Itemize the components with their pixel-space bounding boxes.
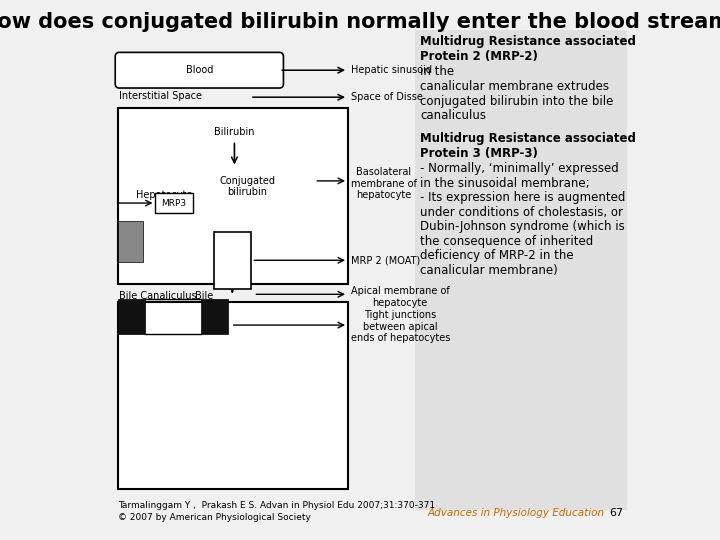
Text: Protein 3 (MRP-3): Protein 3 (MRP-3) [420, 147, 538, 160]
Text: Bile Canaliculus: Bile Canaliculus [120, 291, 197, 301]
Text: - Normally, ‘minimally’ expressed: - Normally, ‘minimally’ expressed [420, 162, 619, 175]
Text: Dubin-Johnson syndrome (which is: Dubin-Johnson syndrome (which is [420, 220, 625, 233]
Text: Hepatocyte: Hepatocyte [136, 191, 193, 200]
Text: MRP3: MRP3 [161, 199, 186, 207]
Text: canalicular membrane extrudes: canalicular membrane extrudes [420, 80, 609, 93]
FancyBboxPatch shape [118, 108, 348, 284]
FancyBboxPatch shape [214, 232, 251, 289]
FancyBboxPatch shape [118, 302, 348, 489]
FancyBboxPatch shape [115, 52, 284, 88]
Text: canaliculus: canaliculus [420, 109, 486, 122]
Text: canalicular membrane): canalicular membrane) [420, 264, 558, 277]
Text: 67: 67 [609, 508, 623, 518]
FancyBboxPatch shape [201, 299, 228, 334]
FancyBboxPatch shape [118, 221, 143, 262]
Text: © 2007 by American Physiological Society: © 2007 by American Physiological Society [118, 513, 311, 522]
FancyBboxPatch shape [118, 299, 145, 334]
Text: Space of Disse: Space of Disse [351, 92, 423, 102]
Text: Blood: Blood [186, 65, 213, 75]
Text: How does conjugated bilirubin normally enter the blood stream?: How does conjugated bilirubin normally e… [0, 12, 720, 32]
Text: Tarmalinggam Y ,  Prakash E S. Advan in Physiol Edu 2007;31:370-371: Tarmalinggam Y , Prakash E S. Advan in P… [118, 501, 436, 510]
Text: Interstitial Space: Interstitial Space [120, 91, 202, 101]
Text: in the: in the [420, 65, 454, 78]
Text: Conjugated
bilirubin: Conjugated bilirubin [220, 176, 275, 197]
Text: Bilirubin: Bilirubin [214, 127, 255, 137]
Text: in the sinusoidal membrane;: in the sinusoidal membrane; [420, 177, 590, 190]
Text: Advances in Physiology Education: Advances in Physiology Education [428, 508, 605, 518]
Text: Basolateral
membrane of
hepatocyte: Basolateral membrane of hepatocyte [351, 167, 416, 200]
Text: Bile: Bile [194, 291, 213, 301]
Text: under conditions of cholestasis, or: under conditions of cholestasis, or [420, 206, 624, 219]
Text: Apical membrane of
hepatocyte: Apical membrane of hepatocyte [351, 286, 449, 308]
Text: - Its expression here is augmented: - Its expression here is augmented [420, 191, 626, 204]
Text: Protein 2 (MRP-2): Protein 2 (MRP-2) [420, 50, 538, 63]
Text: deficiency of MRP-2 in the: deficiency of MRP-2 in the [420, 249, 574, 262]
Text: Multidrug Resistance associated: Multidrug Resistance associated [420, 132, 636, 145]
FancyBboxPatch shape [415, 30, 626, 510]
Text: conjugated bilirubin into the bile: conjugated bilirubin into the bile [420, 94, 613, 107]
Text: Multidrug Resistance associated: Multidrug Resistance associated [420, 35, 636, 48]
FancyBboxPatch shape [156, 193, 193, 213]
Text: Hepatic sinusoid: Hepatic sinusoid [351, 65, 431, 75]
Text: MRP 2 (MOAT): MRP 2 (MOAT) [351, 255, 420, 265]
Text: Tight junctions
between apical
ends of hepatocytes: Tight junctions between apical ends of h… [351, 310, 450, 343]
Text: the consequence of inherited: the consequence of inherited [420, 235, 593, 248]
